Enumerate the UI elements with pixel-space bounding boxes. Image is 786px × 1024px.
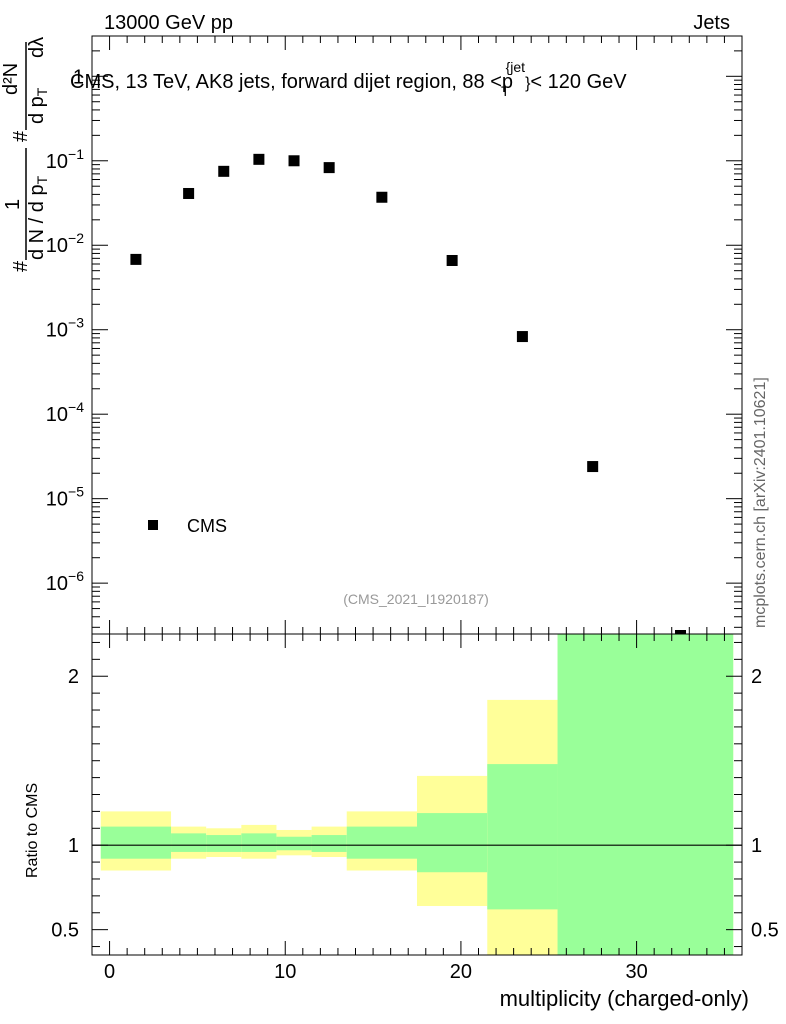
ratio-y-tick-label-right: 1 bbox=[751, 835, 762, 857]
ratio-band-inner bbox=[417, 813, 488, 873]
main-y-tick-label: 10−4 bbox=[46, 399, 84, 426]
x-tick-label: 30 bbox=[625, 961, 647, 983]
ylabel-num2-text: d p bbox=[26, 96, 48, 124]
ratio-band-inner bbox=[311, 835, 347, 852]
data-point bbox=[587, 461, 599, 473]
ratio-frame bbox=[91, 633, 743, 956]
ylabel-one: 1 bbox=[2, 199, 24, 210]
main-y-tick-label: 10−3 bbox=[46, 315, 84, 342]
ratio-plot-panel: 0 10 20 30 0.5 0.5 1 1 2 2 Ratio to CMS multiplic… bbox=[24, 633, 779, 1011]
data-point bbox=[516, 331, 528, 343]
main-plot-panel: 110−110−210−310−410−510−6 CMS, 13 TeV, A… bbox=[46, 35, 743, 641]
ratio-band-inner bbox=[557, 634, 734, 955]
y-tick-label-base: 10 bbox=[46, 151, 68, 173]
ratio-y-tick-label: 2 bbox=[68, 666, 79, 688]
data-point bbox=[288, 155, 300, 167]
title-prefix: CMS, 13 TeV, AK8 jets, forward dijet reg… bbox=[70, 71, 513, 93]
main-y-tick-label: 10−6 bbox=[46, 568, 84, 595]
y-tick-label-base: 10 bbox=[46, 573, 68, 595]
title-sup-end: } bbox=[525, 75, 531, 92]
ratio-y-tick-label: 0.5 bbox=[51, 920, 79, 942]
ylabel-denominator: d N / d pT bbox=[26, 175, 50, 260]
ylabel-num2-sub: T bbox=[34, 87, 50, 96]
header-right: Jets bbox=[693, 12, 730, 34]
ylabel-numerator-2: d pT bbox=[26, 87, 50, 124]
y-tick-label-base: 10 bbox=[46, 235, 68, 257]
y-tick-label-base: 10 bbox=[46, 489, 68, 511]
ratio-bands bbox=[100, 634, 734, 955]
x-tick-label: 0 bbox=[104, 961, 115, 983]
y-tick-label-exponent: −2 bbox=[68, 230, 84, 246]
main-y-tick-label: 1 bbox=[73, 66, 84, 88]
ylabel-numerator: d²N bbox=[0, 63, 22, 95]
y-tick-label-exponent: −1 bbox=[68, 146, 84, 162]
title-sub: T bbox=[501, 83, 510, 99]
data-point bbox=[376, 191, 388, 203]
ratio-ylabel: Ratio to CMS bbox=[24, 783, 41, 878]
ratio-y-tick-label-right: 2 bbox=[751, 666, 762, 688]
y-tick-label-base: 10 bbox=[46, 320, 68, 342]
ylabel-den-text: d N / d p bbox=[26, 184, 48, 260]
ylabel-hash: # bbox=[10, 260, 32, 272]
ratio-y-tick-label-right: 0.5 bbox=[751, 920, 779, 942]
ratio-band-inner bbox=[171, 833, 207, 852]
data-point bbox=[446, 254, 458, 266]
analysis-annotation: (CMS_2021_I1920187) bbox=[343, 591, 489, 607]
ratio-band-inner bbox=[241, 833, 277, 852]
ylabel-lambda: dλ bbox=[26, 37, 48, 58]
ratio-band-inner bbox=[487, 764, 558, 910]
main-axis-ticks bbox=[91, 35, 743, 634]
main-y-tick-label: 10−1 bbox=[46, 146, 84, 173]
data-point bbox=[253, 153, 265, 165]
x-axis-label: multiplicity (charged-only) bbox=[500, 986, 749, 1011]
legend-label-cms: CMS bbox=[187, 516, 227, 536]
x-tick-label: 10 bbox=[274, 961, 296, 983]
ratio-band-inner bbox=[100, 826, 172, 859]
watermark: mcplots.cern.ch [arXiv:2401.10621] bbox=[752, 377, 769, 628]
x-tick-label: 20 bbox=[450, 961, 472, 983]
data-point bbox=[183, 187, 195, 199]
data-point bbox=[130, 253, 142, 265]
y-tick-label-exponent: −4 bbox=[68, 399, 84, 415]
title-suffix: < 120 GeV bbox=[530, 71, 627, 93]
ratio-y-tick-label: 1 bbox=[68, 835, 79, 857]
y-tick-label-base: 10 bbox=[46, 404, 68, 426]
ratio-axis-ticks bbox=[91, 634, 743, 955]
y-tick-label-exponent: −5 bbox=[68, 484, 84, 500]
legend-marker-cms bbox=[148, 520, 158, 530]
main-y-tick-label: 10−2 bbox=[46, 230, 84, 257]
main-y-tick-label: 10−5 bbox=[46, 484, 84, 511]
y-tick-label-exponent: −3 bbox=[68, 315, 84, 331]
y-tick-label-exponent: −6 bbox=[68, 568, 84, 584]
ratio-band-inner bbox=[346, 826, 417, 859]
ratio-band-inner bbox=[276, 836, 312, 851]
main-y-tick-labels: 110−110−210−310−410−510−6 bbox=[46, 66, 84, 595]
main-ylabel: # 1 d N / d pT # d²N d pT dλ bbox=[0, 37, 50, 272]
ratio-band-inner bbox=[206, 835, 242, 852]
main-frame bbox=[91, 35, 743, 635]
ylabel-den-sub: T bbox=[34, 175, 50, 184]
ylabel-num-hash: # bbox=[10, 130, 32, 142]
y-tick-label-base: 1 bbox=[73, 66, 84, 88]
ratio-tick-labels: 0 10 20 30 0.5 0.5 1 1 2 2 bbox=[51, 666, 779, 983]
data-point bbox=[323, 162, 335, 174]
title-sup: {jet bbox=[506, 59, 526, 75]
data-points bbox=[130, 153, 687, 641]
header-left: 13000 GeV pp bbox=[104, 12, 233, 34]
data-point bbox=[218, 165, 230, 177]
chart-title: CMS, 13 TeV, AK8 jets, forward dijet reg… bbox=[70, 59, 627, 99]
